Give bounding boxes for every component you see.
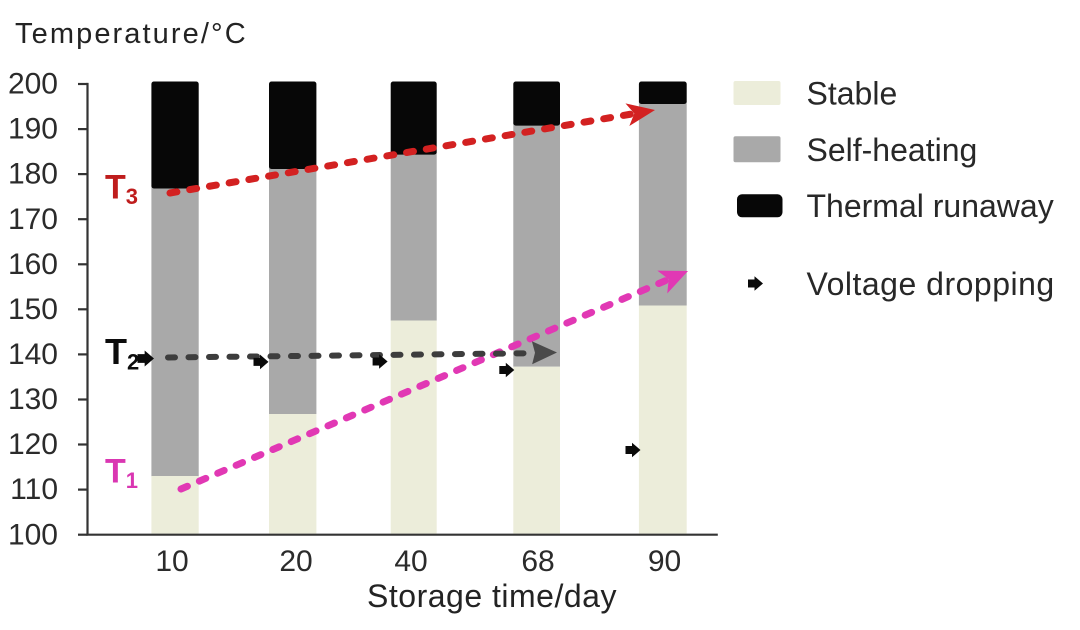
svg-text:Stable: Stable (807, 76, 898, 112)
svg-text:130: 130 (8, 383, 58, 416)
svg-text:100: 100 (8, 518, 58, 551)
svg-text:160: 160 (8, 248, 58, 281)
svg-text:40: 40 (394, 545, 427, 578)
svg-text:180: 180 (8, 158, 58, 191)
svg-text:68: 68 (521, 545, 554, 578)
svg-text:140: 140 (8, 338, 58, 371)
svg-text:120: 120 (8, 428, 58, 461)
svg-text:Self-heating: Self-heating (807, 132, 978, 168)
svg-text:110: 110 (10, 473, 58, 506)
svg-text:Storage time/day: Storage time/day (367, 578, 617, 614)
svg-text:Voltage dropping: Voltage dropping (807, 266, 1055, 302)
svg-text:200: 200 (8, 68, 58, 101)
svg-text:Thermal runaway: Thermal runaway (807, 188, 1054, 224)
svg-text:Temperature/°C: Temperature/°C (15, 18, 248, 50)
svg-text:150: 150 (8, 293, 58, 326)
svg-text:190: 190 (8, 113, 58, 146)
svg-text:90: 90 (648, 545, 681, 578)
svg-text:170: 170 (8, 203, 58, 236)
svg-text:20: 20 (279, 545, 312, 578)
svg-text:10: 10 (155, 545, 188, 578)
